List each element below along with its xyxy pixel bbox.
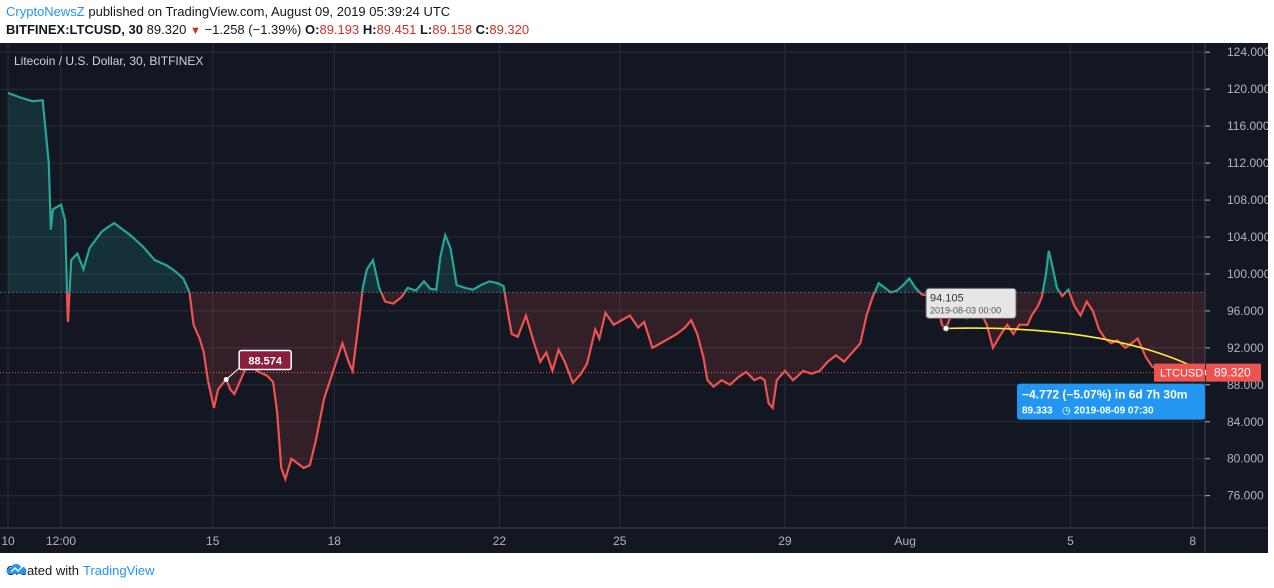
y-tick-label: 116.000 (1227, 119, 1268, 133)
high-value: 89.451 (376, 22, 417, 37)
symbol-tag-text: LTCUSD (1160, 368, 1203, 380)
symbol-label: BITFINEX:LTCUSD, 30 (6, 22, 143, 37)
tradingview-link[interactable]: TradingView (6, 563, 155, 578)
y-tick-label: 84.000 (1227, 415, 1264, 429)
high-label: H: (362, 22, 377, 37)
tradingview-cloud-icon (6, 564, 27, 574)
x-tick-label: 29 (778, 534, 792, 548)
x-tick-label: 12:00 (46, 534, 76, 548)
symbol-tag-box (1154, 363, 1205, 382)
footer: Created with TradingView (6, 563, 155, 578)
y-tick-label: 124.000 (1227, 45, 1268, 59)
y-tick-label: 108.000 (1227, 193, 1268, 207)
y-tick-label: 112.000 (1227, 156, 1268, 170)
y-tick-label: 104.000 (1227, 230, 1268, 244)
close-label: C: (475, 22, 490, 37)
x-tick-label: 22 (493, 534, 507, 548)
low-point-marker (223, 377, 229, 383)
down-triangle-icon: ▼ (190, 25, 201, 37)
open-value: 89.193 (319, 22, 360, 37)
chart-title: Litecoin / U.S. Dollar, 30, BITFINEX (14, 54, 203, 68)
start-label-price: 94.105 (930, 292, 964, 304)
x-tick-label: 10 (1, 534, 15, 548)
low-label: L: (419, 22, 433, 37)
y-tick-label: 92.000 (1227, 341, 1264, 355)
measure-box (1017, 383, 1205, 420)
x-tick-label: 8 (1189, 534, 1196, 548)
tradingview-brand: TradingView (82, 563, 155, 578)
last-price: 89.320 (146, 22, 187, 37)
open-label: O: (305, 22, 320, 37)
change-value: −1.258 (−1.39%) (204, 22, 302, 37)
low-value: 89.158 (432, 22, 473, 37)
y-tick-label: 96.000 (1227, 304, 1264, 318)
x-tick-label: 15 (206, 534, 220, 548)
y-tick-label: 100.000 (1227, 267, 1268, 281)
ohlc-row: BITFINEX:LTCUSD, 30 89.320 ▼ −1.258 (−1.… (6, 22, 529, 37)
area-above-base (8, 92, 1070, 293)
publish-info: CryptoNewsZ published on TradingView.com… (6, 4, 450, 19)
plot-area (0, 43, 1205, 528)
price-chart[interactable]: 124.000 120.000 116.000 112.000 108.000 104.0… (0, 43, 1268, 553)
y-tick-label: 80.000 (1227, 452, 1264, 466)
y-tick-label: 76.000 (1227, 489, 1264, 503)
measure-start-marker (942, 324, 950, 332)
start-label-date: 2019-08-03 00:00 (930, 305, 1001, 315)
price-tag-box (1206, 363, 1261, 382)
created-with-text: Created with (6, 563, 79, 578)
price-line-down (65, 292, 1206, 483)
start-label-box (925, 287, 1017, 319)
chart-panel[interactable]: 124.000 120.000 116.000 112.000 108.000 104.0… (0, 43, 1268, 553)
area-below-base (8, 292, 1205, 480)
publish-text: published on TradingView.com, August 09,… (84, 4, 451, 19)
close-value: 89.320 (489, 22, 530, 37)
measure-end-price: 89.333 (1022, 406, 1053, 417)
measure-arc (946, 327, 1206, 374)
x-tick-label: 5 (1067, 534, 1074, 548)
low-label-text: 88.574 (248, 356, 283, 368)
measure-change-text: −4.772 (−5.07%) in 6d 7h 30m (1022, 388, 1187, 402)
clock-icon: ◷ (1062, 406, 1071, 417)
x-tick-label: Aug (895, 534, 916, 548)
low-label-box (238, 349, 292, 371)
measure-end-date: 2019-08-09 07:30 (1074, 406, 1154, 417)
price-tag-text: 89.320 (1214, 366, 1251, 380)
x-tick-label: 18 (328, 534, 342, 548)
author-link[interactable]: CryptoNewsZ (6, 4, 85, 19)
x-tick-label: 25 (613, 534, 627, 548)
y-tick-label: 120.000 (1227, 82, 1268, 96)
